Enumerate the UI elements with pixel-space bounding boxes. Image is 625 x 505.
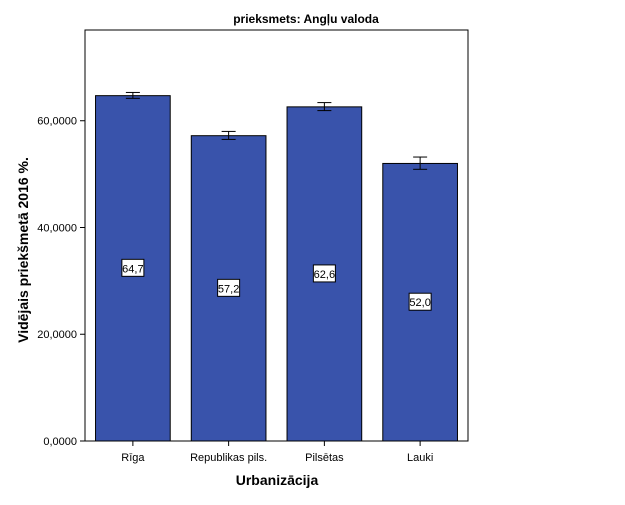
- x-tick-label: Republikas pils.: [190, 452, 267, 464]
- y-axis: 0,0000 20,0000 40,0000 60,0000: [37, 116, 85, 448]
- x-axis: Rīga Republikas pils. Pilsētas Lauki: [121, 441, 433, 464]
- data-label: 57,2: [218, 283, 239, 295]
- data-label: 52,0: [409, 297, 430, 309]
- data-label-box: [408, 292, 432, 311]
- x-tick-label: Lauki: [407, 452, 433, 464]
- x-tick-label: Pilsētas: [305, 452, 344, 464]
- y-axis-title: Vidējais priekšmetā 2016 %.: [15, 157, 31, 343]
- y-tick-label: 20,0000: [37, 329, 77, 341]
- y-tick-label: 0,0000: [43, 436, 77, 448]
- x-tick-label: Rīga: [121, 452, 145, 464]
- data-label: 62,6: [314, 269, 335, 281]
- data-label-box: [312, 264, 336, 283]
- data-label-box: [217, 278, 241, 297]
- data-label-box: [121, 258, 145, 277]
- data-label: 64,7: [122, 263, 143, 275]
- y-tick-label: 60,0000: [37, 116, 77, 128]
- chart-title: prieksmets: Angļu valoda: [233, 12, 379, 26]
- bars-layer: 64,7 57,2 62,6 52,0: [95, 91, 458, 442]
- x-axis-title: Urbanizācija: [236, 472, 319, 488]
- y-tick-label: 40,0000: [37, 222, 77, 234]
